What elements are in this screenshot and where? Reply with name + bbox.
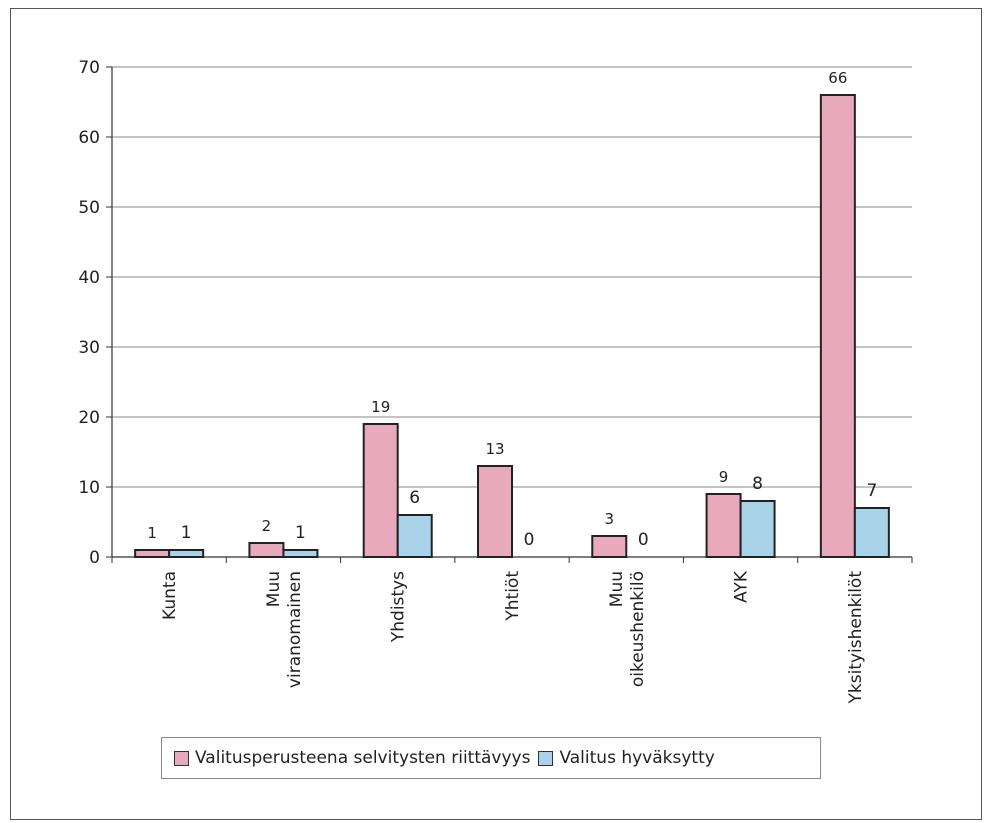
y-tick-label: 20 xyxy=(78,408,100,428)
category-label: oikeushenkilö xyxy=(628,571,648,687)
legend: Valitusperusteena selvitysten riittävyys… xyxy=(161,737,821,779)
data-label-series-2: 1 xyxy=(181,523,192,543)
bar-series-1 xyxy=(819,94,856,558)
category-label: Kunta xyxy=(160,571,180,620)
category-label: Muu xyxy=(264,571,284,607)
bar-series-1 xyxy=(362,423,399,558)
legend-label-series-1: Valitusperusteena selvitysten riittävyys xyxy=(195,748,531,768)
bar-series-2 xyxy=(739,500,776,558)
data-label-series-1: 9 xyxy=(719,468,729,486)
y-tick-label: 60 xyxy=(78,128,100,148)
legend-item-series-2: Valitus hyväksytty xyxy=(538,748,715,768)
category-label: Muu xyxy=(607,571,627,607)
data-label-series-2: 0 xyxy=(638,530,649,550)
data-label-series-2: 6 xyxy=(409,488,420,508)
bar-series-1 xyxy=(134,549,171,558)
bar-series-1 xyxy=(591,535,628,558)
category-label: Yhtiöt xyxy=(503,571,523,622)
y-tick-label: 70 xyxy=(78,58,100,78)
bar-series-2 xyxy=(396,514,433,558)
category-label: AYK xyxy=(732,570,752,603)
bar-series-2 xyxy=(853,507,890,558)
y-tick-label: 50 xyxy=(78,198,100,218)
category-label: viranomainen xyxy=(285,571,305,688)
data-label-series-2: 1 xyxy=(295,523,306,543)
data-label-series-1: 3 xyxy=(605,510,615,528)
y-tick-label: 10 xyxy=(78,478,100,498)
category-label: Yhdistys xyxy=(389,571,409,643)
legend-item-series-1: Valitusperusteena selvitysten riittävyys xyxy=(174,748,530,768)
bar-series-2 xyxy=(168,549,205,558)
legend-swatch-series-2 xyxy=(538,750,554,766)
bar-series-2 xyxy=(282,549,319,558)
data-label-series-2: 0 xyxy=(524,530,535,550)
data-label-series-1: 1 xyxy=(147,524,157,542)
y-tick-label: 30 xyxy=(78,338,100,358)
bar-series-1 xyxy=(248,542,285,558)
category-label: Yksityishenkilöt xyxy=(846,571,866,705)
data-label-series-1: 13 xyxy=(485,440,504,458)
data-label-series-1: 2 xyxy=(262,517,272,535)
data-label-series-2: 8 xyxy=(752,474,763,494)
y-tick-label: 40 xyxy=(78,268,100,288)
bar-series-1 xyxy=(705,493,742,558)
data-label-series-2: 7 xyxy=(866,481,877,501)
legend-swatch-series-1 xyxy=(174,750,189,766)
y-tick-label: 0 xyxy=(89,548,100,568)
legend-label-series-2: Valitus hyväksytty xyxy=(559,748,715,768)
bar-series-1 xyxy=(477,465,513,558)
data-label-series-1: 19 xyxy=(371,398,390,416)
data-label-series-1: 66 xyxy=(828,69,847,87)
